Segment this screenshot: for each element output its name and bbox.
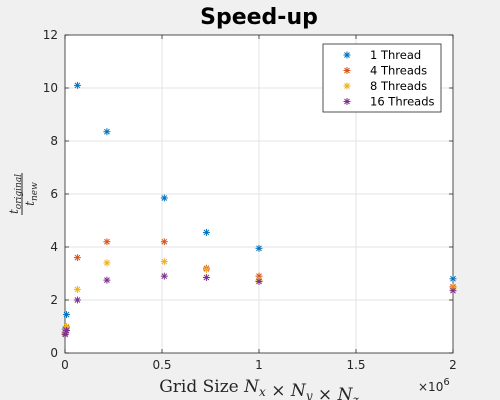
data-point-1-thread xyxy=(160,194,168,202)
legend-label: 8 Threads xyxy=(370,79,427,93)
y-axis-label: toriginal tnew xyxy=(7,173,40,215)
data-point-16-threads xyxy=(202,273,210,281)
chart-title: Speed-up xyxy=(200,5,318,30)
data-point-4-threads xyxy=(103,238,111,246)
legend-marker xyxy=(343,82,351,90)
data-point-1-thread xyxy=(73,81,81,89)
x-tick-label: 1 xyxy=(255,358,263,372)
svg-text:toriginal: toriginal xyxy=(7,174,24,214)
data-point-4-threads xyxy=(73,254,81,262)
data-point-16-threads xyxy=(61,330,69,338)
data-point-8-threads xyxy=(202,266,210,274)
svg-text:tnew: tnew xyxy=(23,182,40,206)
data-point-16-threads xyxy=(255,277,263,285)
data-point-16-threads xyxy=(73,296,81,304)
data-point-1-thread xyxy=(449,275,457,283)
legend-box xyxy=(322,43,442,113)
legend-marker xyxy=(343,98,351,105)
y-tick-label: 2 xyxy=(50,293,58,307)
x-tick-label: 1.5 xyxy=(346,358,365,372)
legend-marker xyxy=(343,51,351,59)
data-markers xyxy=(61,81,457,338)
x-tick-label: 2 xyxy=(449,358,457,372)
data-point-16-threads xyxy=(160,272,168,280)
data-point-16-threads xyxy=(103,276,111,284)
data-point-8-threads xyxy=(103,259,111,267)
data-point-1-thread xyxy=(202,228,210,236)
y-tick-label: 8 xyxy=(50,134,58,148)
y-tick-label: 10 xyxy=(43,81,58,95)
legend-marker xyxy=(343,67,351,74)
y-tick-label: 6 xyxy=(50,187,58,201)
legend-label: 16 Threads xyxy=(370,95,435,109)
legend-label: 1 Thread xyxy=(370,48,421,62)
x-tick-label: 0.5 xyxy=(152,358,171,372)
axes: 0 0.5 1 1.5 2 0 2 4 6 8 10 12 xyxy=(43,28,457,372)
data-point-16-threads xyxy=(63,326,71,334)
data-point-8-threads xyxy=(73,285,81,293)
y-tick-label: 0 xyxy=(50,346,58,360)
x-axis-exponent: ×106 xyxy=(418,377,450,394)
data-point-1-thread xyxy=(63,311,71,319)
x-axis-label: Grid Size Nx × Ny × Nz xyxy=(159,377,359,400)
data-point-4-threads xyxy=(160,238,168,246)
legend-label: 4 Threads xyxy=(370,64,427,78)
data-point-1-thread xyxy=(103,128,111,136)
data-point-8-threads xyxy=(160,258,168,266)
y-tick-label: 12 xyxy=(43,28,58,42)
y-tick-label: 4 xyxy=(50,240,58,254)
data-point-16-threads xyxy=(449,287,457,295)
x-tick-label: 0 xyxy=(61,358,69,372)
data-point-1-thread xyxy=(255,244,263,252)
